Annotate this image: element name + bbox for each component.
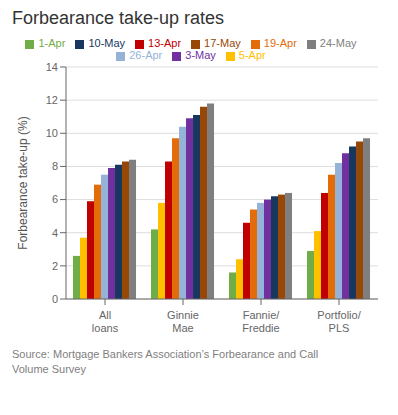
svg-text:Forbearance take-up (%): Forbearance take-up (%) (16, 116, 30, 249)
svg-text:GinnieMae: GinnieMae (167, 309, 199, 334)
svg-text:8: 8 (52, 160, 58, 172)
svg-text:Allloans: Allloans (92, 309, 119, 334)
html-text:24-May: 24-May (319, 37, 357, 49)
svg-text:6: 6 (52, 193, 58, 205)
svg-text:Fannie/Freddie: Fannie/Freddie (242, 309, 280, 334)
html-text:Source: Mortgage Bankers Assoc: Source: Mortgage Bankers Association’s F… (12, 348, 319, 376)
html-text:19-Apr: 19-Apr (263, 37, 297, 49)
svg-text:14: 14 (46, 61, 58, 73)
html-text:13-Apr: 13-Apr (148, 37, 182, 49)
html-text:1-Apr: 1-Apr (38, 37, 66, 49)
html-text:10-May: 10-May (88, 37, 126, 49)
svg-text:12: 12 (46, 94, 58, 106)
svg-text:10: 10 (46, 127, 58, 139)
html-text:Forbearance take-up rates: Forbearance take-up rates (12, 8, 225, 28)
svg-text:Portfolio/PLS: Portfolio/PLS (317, 309, 361, 334)
html-text:5-Apr: 5-Apr (238, 49, 266, 61)
svg-text:4: 4 (52, 227, 58, 239)
svg-text:2: 2 (52, 260, 58, 272)
svg-text:0: 0 (52, 293, 58, 305)
html-text:17-May: 17-May (204, 37, 241, 49)
html-text:3-May: 3-May (185, 49, 216, 61)
html-text:26-Apr: 26-Apr (129, 49, 163, 61)
